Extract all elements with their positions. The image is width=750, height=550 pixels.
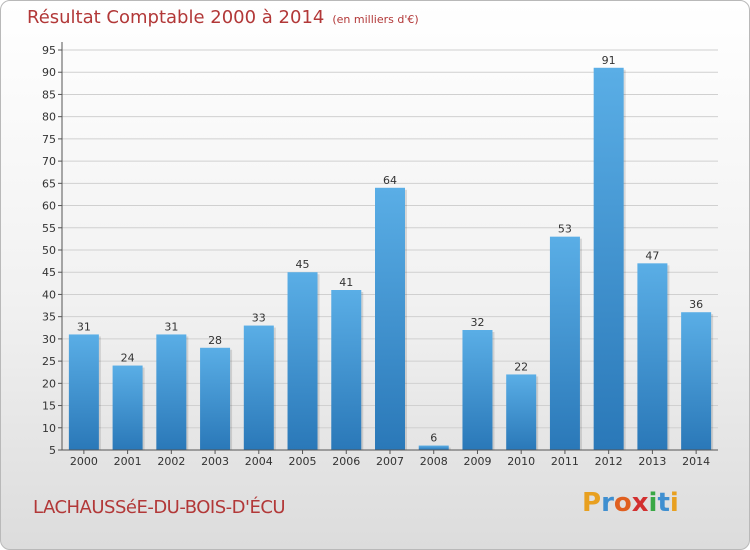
x-tick-label: 2010 [507, 455, 535, 468]
bar-2005 [287, 272, 318, 450]
value-label: 31 [164, 320, 178, 333]
value-label: 47 [645, 249, 659, 262]
y-tick-label: 10 [42, 422, 56, 435]
y-tick-label: 20 [42, 377, 56, 390]
value-label: 45 [296, 258, 310, 271]
bar-2010 [506, 374, 537, 450]
y-tick-label: 65 [42, 177, 56, 190]
x-tick-label: 2007 [376, 455, 404, 468]
y-tick-label: 85 [42, 88, 56, 101]
proxiti-logo: Proxiti [582, 488, 679, 518]
x-tick-label: 2009 [463, 455, 491, 468]
y-tick-label: 95 [42, 44, 56, 57]
x-tick-label: 2001 [114, 455, 142, 468]
title-text: Résultat Comptable 2000 à 2014 [27, 7, 325, 28]
y-tick-label: 45 [42, 266, 56, 279]
bar-2001 [112, 365, 143, 450]
bar-2008 [418, 445, 449, 450]
value-label: 53 [558, 223, 572, 236]
bar-2006 [331, 290, 362, 450]
y-tick-label: 40 [42, 288, 56, 301]
y-tick-label: 35 [42, 311, 56, 324]
bar-2012 [593, 67, 624, 451]
x-tick-label: 2005 [289, 455, 317, 468]
bar-2009 [462, 330, 493, 450]
y-tick-label: 80 [42, 111, 56, 124]
chart-title: Résultat Comptable 2000 à 2014 (en millie… [27, 7, 419, 28]
x-tick-label: 2014 [682, 455, 710, 468]
chart-subtitle: (en milliers d'€) [332, 13, 419, 26]
bars-group [68, 67, 714, 451]
value-label: 91 [602, 54, 616, 67]
value-label: 32 [470, 316, 484, 329]
bar-2000 [68, 334, 99, 450]
bar-2007 [375, 187, 405, 450]
y-tick-label: 55 [42, 222, 56, 235]
logo-letter: x [631, 488, 649, 518]
x-tick-label: 2003 [201, 455, 229, 468]
bar-2011 [549, 236, 580, 450]
x-axis-ticks: 2000 2001 2002 2003 2004 2005 2006 2007 2008 2009… [70, 450, 710, 468]
bar-2014 [681, 312, 712, 450]
y-axis-ticks: 5 10 15 20 25 30 35 40 45 50 55 60 65 70 75 80 85 90 95 [42, 44, 62, 457]
x-tick-label: 2012 [595, 455, 623, 468]
x-tick-label: 2013 [638, 455, 666, 468]
y-tick-label: 90 [42, 66, 56, 79]
bar-2004 [243, 325, 274, 450]
value-label: 36 [689, 298, 703, 311]
logo-letter: i [648, 488, 658, 518]
value-label: 33 [252, 312, 266, 325]
value-label: 41 [339, 276, 353, 289]
y-tick-label: 30 [42, 333, 56, 346]
y-tick-label: 5 [49, 444, 56, 457]
value-label: 6 [430, 432, 437, 445]
y-tick-label: 50 [42, 244, 56, 257]
value-label: 28 [208, 334, 222, 347]
y-tick-label: 75 [42, 133, 56, 146]
x-tick-label: 2004 [245, 455, 273, 468]
y-tick-label: 15 [42, 400, 56, 413]
x-tick-label: 2008 [420, 455, 448, 468]
value-label: 64 [383, 174, 397, 187]
value-label: 22 [514, 360, 528, 373]
logo-letter: P [582, 488, 602, 518]
x-tick-label: 2011 [551, 455, 579, 468]
logo-letter: i [669, 488, 679, 518]
bar-2002 [156, 334, 187, 450]
value-labels: 31 24 31 28 33 45 41 64 6 32 22 53 91 47 36 [77, 54, 703, 445]
logo-letter: r [601, 488, 614, 518]
x-tick-label: 2002 [157, 455, 185, 468]
y-tick-label: 25 [42, 355, 56, 368]
value-label: 31 [77, 320, 91, 333]
y-tick-label: 60 [42, 200, 56, 213]
x-tick-label: 2000 [70, 455, 98, 468]
x-tick-label: 2006 [332, 455, 360, 468]
bar-2013 [637, 263, 668, 450]
logo-letter: o [613, 488, 632, 518]
value-label: 24 [121, 352, 135, 365]
logo-letter: t [657, 488, 670, 518]
bar-2003 [200, 347, 231, 450]
y-tick-label: 70 [42, 155, 56, 168]
place-name: LACHAUSSéE-DU-BOIS-D'ÉCU [33, 497, 286, 518]
